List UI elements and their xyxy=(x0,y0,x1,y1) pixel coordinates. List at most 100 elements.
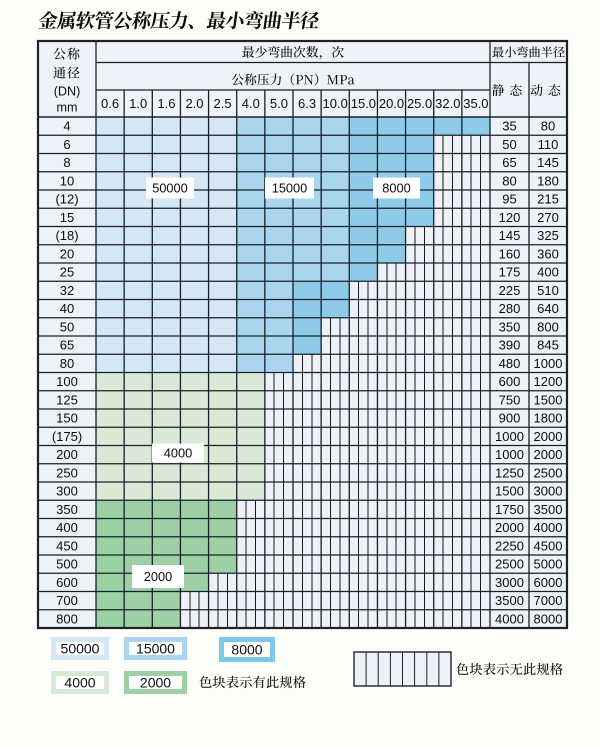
svg-text:5000: 5000 xyxy=(534,557,563,572)
svg-text:8000: 8000 xyxy=(534,611,563,626)
svg-text:1800: 1800 xyxy=(534,411,563,426)
svg-text:80: 80 xyxy=(502,173,516,188)
svg-text:800: 800 xyxy=(56,611,78,626)
svg-text:25.0: 25.0 xyxy=(407,96,432,111)
svg-text:145: 145 xyxy=(537,155,559,170)
svg-text:215: 215 xyxy=(537,192,559,207)
svg-text:50: 50 xyxy=(502,137,516,152)
svg-text:225: 225 xyxy=(499,283,521,298)
svg-text:15000: 15000 xyxy=(272,181,308,196)
svg-text:845: 845 xyxy=(537,338,559,353)
svg-text:150: 150 xyxy=(56,411,78,426)
svg-text:2000: 2000 xyxy=(140,674,171,690)
svg-text:250: 250 xyxy=(56,465,78,480)
svg-text:160: 160 xyxy=(499,246,521,261)
svg-text:3500: 3500 xyxy=(495,593,524,608)
svg-text:20.0: 20.0 xyxy=(379,96,404,111)
svg-text:35.0: 35.0 xyxy=(463,96,488,111)
svg-text:2250: 2250 xyxy=(495,538,524,553)
svg-text:2.0: 2.0 xyxy=(185,96,203,111)
svg-text:2000: 2000 xyxy=(495,520,524,535)
svg-text:25: 25 xyxy=(60,265,74,280)
svg-text:10.0: 10.0 xyxy=(323,96,348,111)
svg-text:325: 325 xyxy=(537,228,559,243)
svg-text:1000: 1000 xyxy=(495,447,524,462)
svg-text:80: 80 xyxy=(541,119,555,134)
svg-text:600: 600 xyxy=(56,575,78,590)
svg-text:900: 900 xyxy=(499,411,521,426)
svg-text:750: 750 xyxy=(499,392,521,407)
svg-text:4000: 4000 xyxy=(64,674,95,690)
svg-text:40: 40 xyxy=(60,301,74,316)
svg-text:4000: 4000 xyxy=(164,446,192,461)
svg-text:2500: 2500 xyxy=(495,557,524,572)
svg-text:700: 700 xyxy=(56,593,78,608)
svg-text:35: 35 xyxy=(502,119,516,134)
svg-text:3500: 3500 xyxy=(534,502,563,517)
svg-text:10: 10 xyxy=(60,173,74,188)
svg-text:15000: 15000 xyxy=(136,640,175,656)
svg-text:4: 4 xyxy=(63,119,70,134)
svg-text:360: 360 xyxy=(537,246,559,261)
svg-text:8000: 8000 xyxy=(231,641,262,657)
svg-text:(18): (18) xyxy=(55,228,78,243)
svg-text:80: 80 xyxy=(60,356,74,371)
svg-text:180: 180 xyxy=(537,173,559,188)
svg-text:8000: 8000 xyxy=(382,181,410,196)
svg-text:4500: 4500 xyxy=(534,538,563,553)
svg-text:175: 175 xyxy=(499,265,521,280)
svg-text:640: 640 xyxy=(537,301,559,316)
svg-text:mm: mm xyxy=(57,101,78,115)
svg-text:(12): (12) xyxy=(55,192,78,207)
svg-text:(DN): (DN) xyxy=(54,85,81,99)
svg-text:1750: 1750 xyxy=(495,502,524,517)
svg-text:270: 270 xyxy=(537,210,559,225)
svg-text:510: 510 xyxy=(537,283,559,298)
svg-text:1.0: 1.0 xyxy=(129,96,147,111)
svg-text:500: 500 xyxy=(56,557,78,572)
svg-text:350: 350 xyxy=(56,502,78,517)
svg-text:300: 300 xyxy=(56,484,78,499)
svg-text:15.0: 15.0 xyxy=(351,96,376,111)
svg-text:5.0: 5.0 xyxy=(270,96,288,111)
svg-text:280: 280 xyxy=(499,301,521,316)
svg-text:32.0: 32.0 xyxy=(435,96,460,111)
svg-text:3000: 3000 xyxy=(495,575,524,590)
svg-text:65: 65 xyxy=(502,155,516,170)
svg-text:6000: 6000 xyxy=(534,575,563,590)
svg-text:2000: 2000 xyxy=(144,569,172,584)
svg-text:50000: 50000 xyxy=(61,640,100,656)
svg-text:600: 600 xyxy=(499,374,521,389)
svg-text:4.0: 4.0 xyxy=(242,96,260,111)
svg-text:65: 65 xyxy=(60,338,74,353)
svg-text:32: 32 xyxy=(60,283,74,298)
svg-text:50: 50 xyxy=(60,319,74,334)
svg-text:480: 480 xyxy=(499,356,521,371)
svg-text:1000: 1000 xyxy=(534,356,563,371)
svg-text:400: 400 xyxy=(537,265,559,280)
svg-text:50000: 50000 xyxy=(152,181,188,196)
svg-text:390: 390 xyxy=(499,338,521,353)
svg-text:125: 125 xyxy=(56,392,78,407)
svg-text:1000: 1000 xyxy=(495,429,524,444)
svg-text:8: 8 xyxy=(63,155,70,170)
svg-text:4000: 4000 xyxy=(534,520,563,535)
svg-text:(175): (175) xyxy=(52,429,82,444)
svg-text:1500: 1500 xyxy=(534,392,563,407)
svg-text:350: 350 xyxy=(499,319,521,334)
svg-text:15: 15 xyxy=(60,210,74,225)
svg-text:800: 800 xyxy=(537,319,559,334)
svg-text:6.3: 6.3 xyxy=(298,96,316,111)
svg-text:20: 20 xyxy=(60,246,74,261)
svg-text:2.5: 2.5 xyxy=(214,96,232,111)
svg-text:400: 400 xyxy=(56,520,78,535)
svg-text:2000: 2000 xyxy=(534,429,563,444)
svg-text:1250: 1250 xyxy=(495,465,524,480)
svg-text:95: 95 xyxy=(502,192,516,207)
svg-text:1.6: 1.6 xyxy=(157,96,175,111)
svg-text:110: 110 xyxy=(538,137,559,152)
svg-text:4000: 4000 xyxy=(495,611,524,626)
svg-text:0.6: 0.6 xyxy=(101,96,119,111)
svg-text:3000: 3000 xyxy=(534,484,563,499)
svg-text:200: 200 xyxy=(56,447,78,462)
